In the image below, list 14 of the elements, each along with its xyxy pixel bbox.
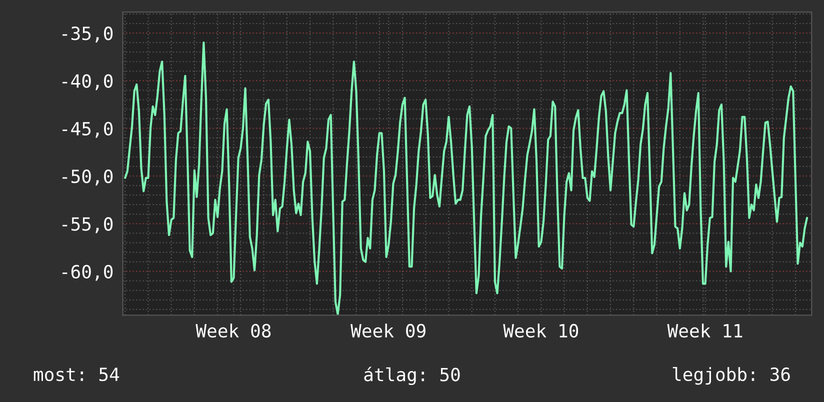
y-tick-label: -55,0	[62, 217, 113, 234]
x-tick-label: Week 10	[503, 324, 578, 338]
y-tick-label: -60,0	[62, 264, 113, 281]
text: most: 54	[34, 368, 120, 382]
text: legjobb: 36	[672, 367, 790, 385]
text: átlag: 50	[364, 366, 460, 386]
y-tick-label: -40,0	[62, 74, 113, 90]
y-tick-label: -45,0	[62, 122, 113, 138]
line-series	[124, 42, 808, 316]
x-tick-label: Week 11	[667, 324, 742, 338]
x-tick-label: Week 09	[350, 324, 426, 338]
y-tick-label: -35,0	[62, 26, 113, 42]
y-tick-label: -50,0	[62, 170, 113, 186]
x-tick-label: Week 08	[196, 324, 271, 338]
